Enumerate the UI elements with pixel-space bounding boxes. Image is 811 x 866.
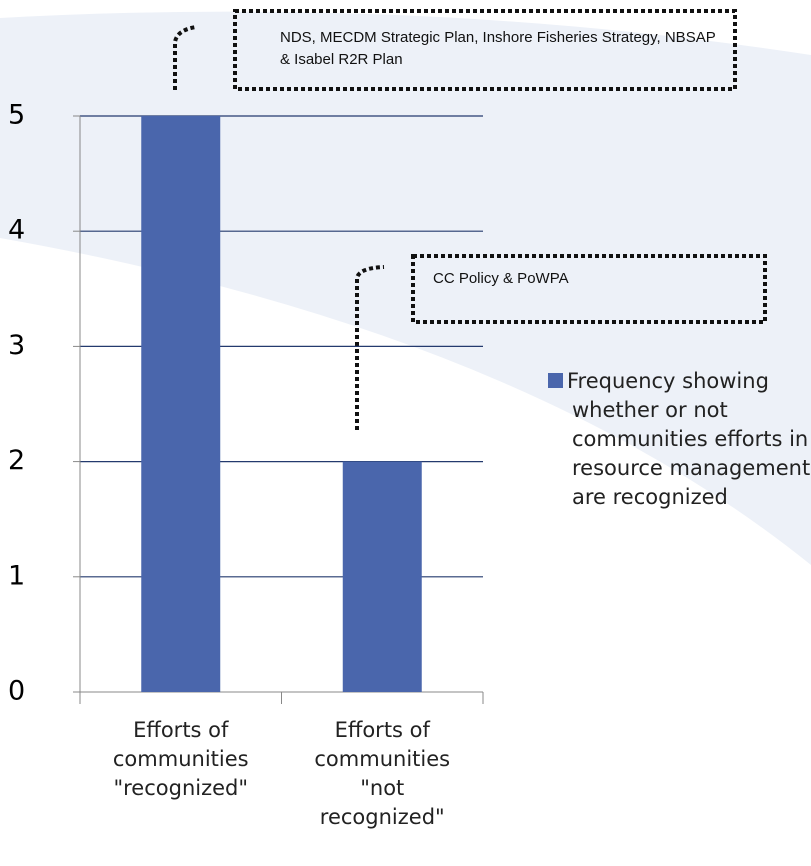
y-tick-label: 0: [8, 676, 25, 707]
x-tick-label: Efforts of communities "not recognized": [314, 718, 451, 829]
annotation: NDS, MECDM Strategic Plan, Inshore Fishe…: [280, 29, 716, 68]
y-tick-label: 5: [8, 100, 25, 131]
bar: [141, 116, 221, 692]
annotation-box: [233, 9, 737, 91]
legend-swatch: [548, 373, 563, 388]
connector: [173, 25, 197, 90]
y-tick-label: 1: [8, 560, 25, 591]
legend-label: Frequency showing whether or not communi…: [567, 369, 811, 509]
x-tick-label: Efforts of communities "recognized": [112, 718, 249, 800]
bar: [342, 461, 422, 692]
y-tick-label: 4: [8, 215, 25, 246]
y-tick-label: 3: [8, 330, 25, 361]
annotation-box: [411, 254, 767, 324]
y-tick-label: 2: [8, 445, 25, 476]
annotation: CC Policy & PoWPA: [433, 270, 569, 287]
connector: [355, 265, 385, 430]
legend: Frequency showing whether or not communi…: [548, 367, 811, 512]
